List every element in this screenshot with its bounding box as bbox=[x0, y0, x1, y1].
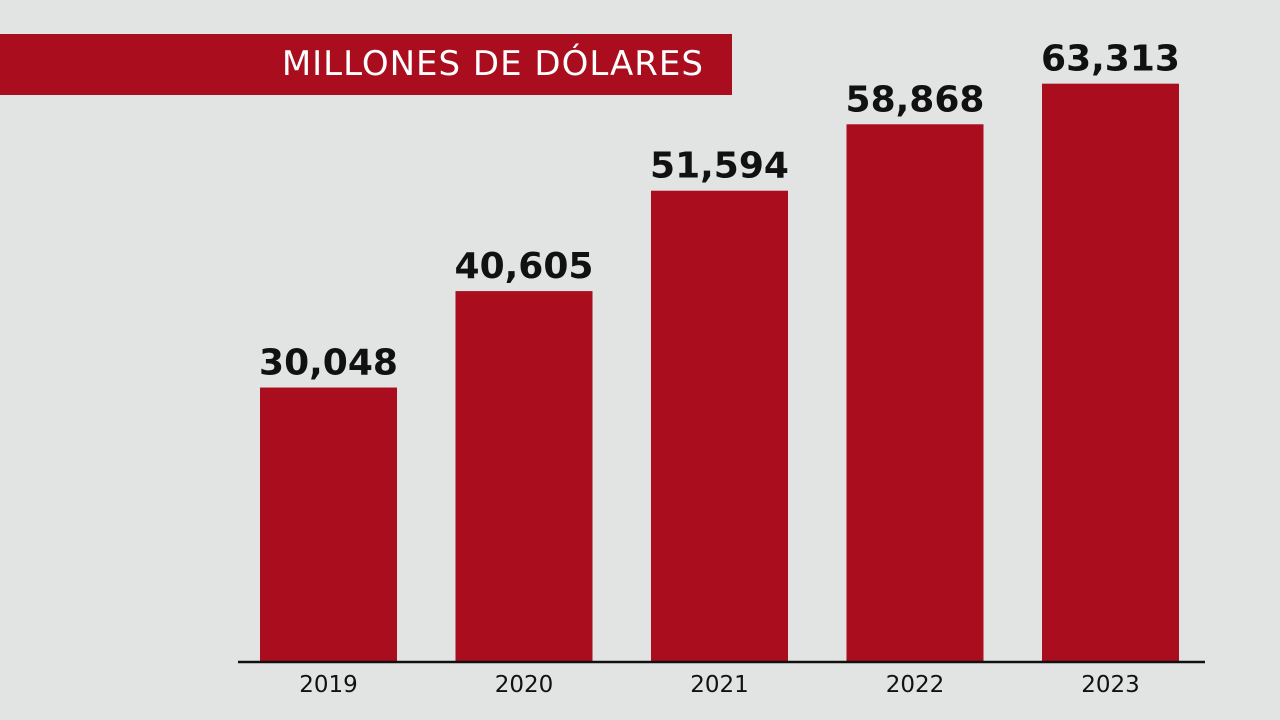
x-tick-label-2021: 2021 bbox=[690, 672, 749, 698]
bars-layer bbox=[260, 83, 1179, 663]
chart-title: MILLONES DE DÓLARES bbox=[281, 44, 704, 84]
x-tick-label-2023: 2023 bbox=[1081, 672, 1140, 698]
x-tick-labels-layer: 2019 2020 2021 2022 2023 bbox=[299, 672, 1140, 698]
value-label-2019: 30,048 bbox=[259, 343, 398, 384]
bar-2019 bbox=[260, 387, 397, 662]
x-tick-label-2022: 2022 bbox=[886, 672, 945, 698]
value-label-2020: 40,605 bbox=[455, 246, 594, 287]
value-label-2022: 58,868 bbox=[846, 79, 985, 120]
x-tick-label-2020: 2020 bbox=[495, 672, 554, 698]
x-tick-label-2019: 2019 bbox=[299, 672, 358, 698]
title-banner: MILLONES DE DÓLARES bbox=[0, 34, 732, 95]
bar-2023 bbox=[1042, 83, 1179, 662]
bar-2022 bbox=[846, 124, 984, 663]
value-label-2023: 63,313 bbox=[1041, 39, 1180, 80]
value-label-2021: 51,594 bbox=[650, 146, 789, 187]
bar-2021 bbox=[651, 190, 788, 663]
value-labels-layer: 30,048 40,605 51,594 58,868 63,313 bbox=[259, 39, 1180, 384]
bar-2020 bbox=[455, 291, 593, 662]
